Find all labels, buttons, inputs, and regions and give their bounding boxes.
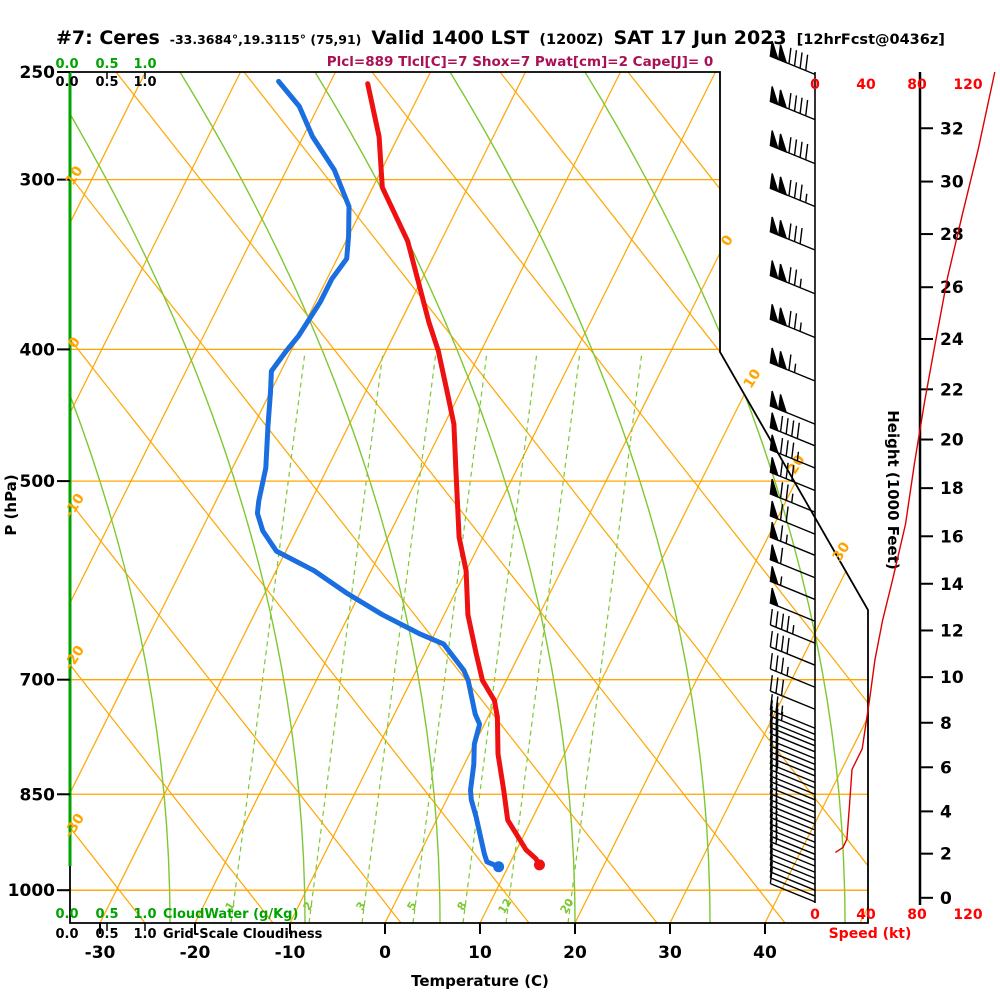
surface-dewpoint-dot xyxy=(493,861,505,873)
svg-text:80: 80 xyxy=(907,907,927,923)
svg-text:1.0: 1.0 xyxy=(133,907,156,922)
svg-text:120: 120 xyxy=(953,907,982,923)
svg-text:14: 14 xyxy=(940,575,964,595)
svg-text:20: 20 xyxy=(563,943,587,963)
svg-text:500: 500 xyxy=(20,472,56,492)
svg-text:0.5: 0.5 xyxy=(95,907,118,922)
valid-date: SAT 17 Jun 2023 xyxy=(613,27,787,49)
svg-text:18: 18 xyxy=(940,479,964,499)
svg-text:12: 12 xyxy=(940,621,964,641)
svg-text:10: 10 xyxy=(468,943,492,963)
svg-text:28: 28 xyxy=(940,225,964,245)
svg-text:Height (1000 Feet): Height (1000 Feet) xyxy=(884,410,902,570)
svg-text:30: 30 xyxy=(940,173,964,193)
svg-text:40: 40 xyxy=(753,943,777,963)
svg-text:0.0: 0.0 xyxy=(55,75,78,90)
svg-text:30: 30 xyxy=(658,943,682,963)
svg-text:0.0: 0.0 xyxy=(55,57,78,72)
svg-text:-10: -10 xyxy=(61,491,88,521)
svg-text:1.0: 1.0 xyxy=(133,57,156,72)
svg-text:0.0: 0.0 xyxy=(55,927,78,942)
wind-barbs xyxy=(769,41,816,903)
svg-text:24: 24 xyxy=(940,330,964,350)
svg-text:400: 400 xyxy=(20,340,56,360)
svg-text:P (hPa): P (hPa) xyxy=(2,474,20,535)
cloudwater-scale: 0.0 0.0 0.0 0.0 0.5 0.5 0.5 0.5 1.0 1.0 1.0 1.0 Clou… xyxy=(55,57,322,942)
svg-text:850: 850 xyxy=(20,785,56,805)
svg-text:12: 12 xyxy=(495,896,514,916)
svg-text:1000: 1000 xyxy=(8,881,55,901)
svg-text:6: 6 xyxy=(940,758,952,778)
svg-text:-20: -20 xyxy=(180,943,211,963)
svg-text:CloudWater (g/Kg): CloudWater (g/Kg) xyxy=(163,907,298,922)
svg-text:0: 0 xyxy=(810,77,820,93)
speed-curve xyxy=(835,71,996,853)
svg-text:4: 4 xyxy=(940,802,952,822)
svg-text:-10: -10 xyxy=(275,943,306,963)
svg-text:10: 10 xyxy=(63,163,87,188)
svg-text:0.0: 0.0 xyxy=(55,907,78,922)
isotherm-grid xyxy=(70,72,868,923)
valid-time: Valid 1400 LST xyxy=(371,27,530,49)
dewpoint-curve xyxy=(254,78,502,870)
svg-text:16: 16 xyxy=(940,527,964,547)
pressure-axis: 250 300 400 500 700 850 1000 P (hPa) xyxy=(2,63,70,901)
svg-text:0.5: 0.5 xyxy=(95,927,118,942)
svg-text:22: 22 xyxy=(940,380,964,400)
svg-text:8: 8 xyxy=(454,899,469,912)
svg-text:10: 10 xyxy=(741,366,765,391)
svg-text:0: 0 xyxy=(718,232,737,249)
svg-text:Temperature (C): Temperature (C) xyxy=(411,972,549,990)
station-coordinates: -33.3684°,19.3115° (75,91) xyxy=(169,32,362,47)
svg-text:Grid-Scale Cloudiness: Grid-Scale Cloudiness xyxy=(163,927,323,942)
svg-text:250: 250 xyxy=(20,63,56,83)
svg-text:2: 2 xyxy=(300,899,315,912)
svg-text:0.5: 0.5 xyxy=(95,57,118,72)
svg-text:700: 700 xyxy=(20,671,56,691)
svg-text:0: 0 xyxy=(810,907,820,923)
svg-text:-30: -30 xyxy=(85,943,116,963)
surface-temperature-dot xyxy=(533,859,545,871)
svg-text:32: 32 xyxy=(940,119,964,139)
svg-text:20: 20 xyxy=(557,896,576,916)
svg-text:5: 5 xyxy=(404,899,419,912)
svg-text:10: 10 xyxy=(940,668,964,688)
svg-text:1.0: 1.0 xyxy=(133,75,156,90)
forecast-tag: [12hrFcst@0436z] xyxy=(796,32,945,48)
svg-text:0: 0 xyxy=(940,889,952,909)
chart-title: #7: Ceres -33.3684°,19.3115° (75,91) Val… xyxy=(56,27,945,49)
svg-text:1.0: 1.0 xyxy=(133,927,156,942)
svg-text:0.5: 0.5 xyxy=(95,75,118,90)
sounding-parameters: Plcl=889 Tlcl[C]=7 Shox=7 Pwat[cm]=2 Cap… xyxy=(326,54,714,70)
svg-text:30: 30 xyxy=(830,539,854,564)
station-title: #7: Ceres xyxy=(56,27,160,49)
dry-adiabat-labels: 100-10-20-30 xyxy=(61,163,88,841)
zulu-time: (1200Z) xyxy=(539,32,604,48)
svg-text:8: 8 xyxy=(940,714,952,734)
svg-text:3: 3 xyxy=(353,899,368,912)
svg-text:300: 300 xyxy=(20,171,56,191)
svg-text:120: 120 xyxy=(953,77,982,93)
plot-frame xyxy=(69,71,869,924)
mixing-ratio-lines xyxy=(230,351,643,923)
svg-text:40: 40 xyxy=(856,77,876,93)
svg-text:80: 80 xyxy=(907,77,927,93)
svg-text:-20: -20 xyxy=(61,643,88,673)
svg-text:-30: -30 xyxy=(61,811,88,841)
temperature-curve xyxy=(365,81,542,868)
svg-text:2: 2 xyxy=(940,845,952,865)
svg-text:40: 40 xyxy=(856,907,876,923)
svg-text:20: 20 xyxy=(940,431,964,451)
svg-text:Speed (kt): Speed (kt) xyxy=(829,926,912,942)
svg-text:0: 0 xyxy=(379,943,391,963)
temperature-axis: -30 -20 -10 0 10 20 30 40 Temperature (C) xyxy=(85,923,777,990)
